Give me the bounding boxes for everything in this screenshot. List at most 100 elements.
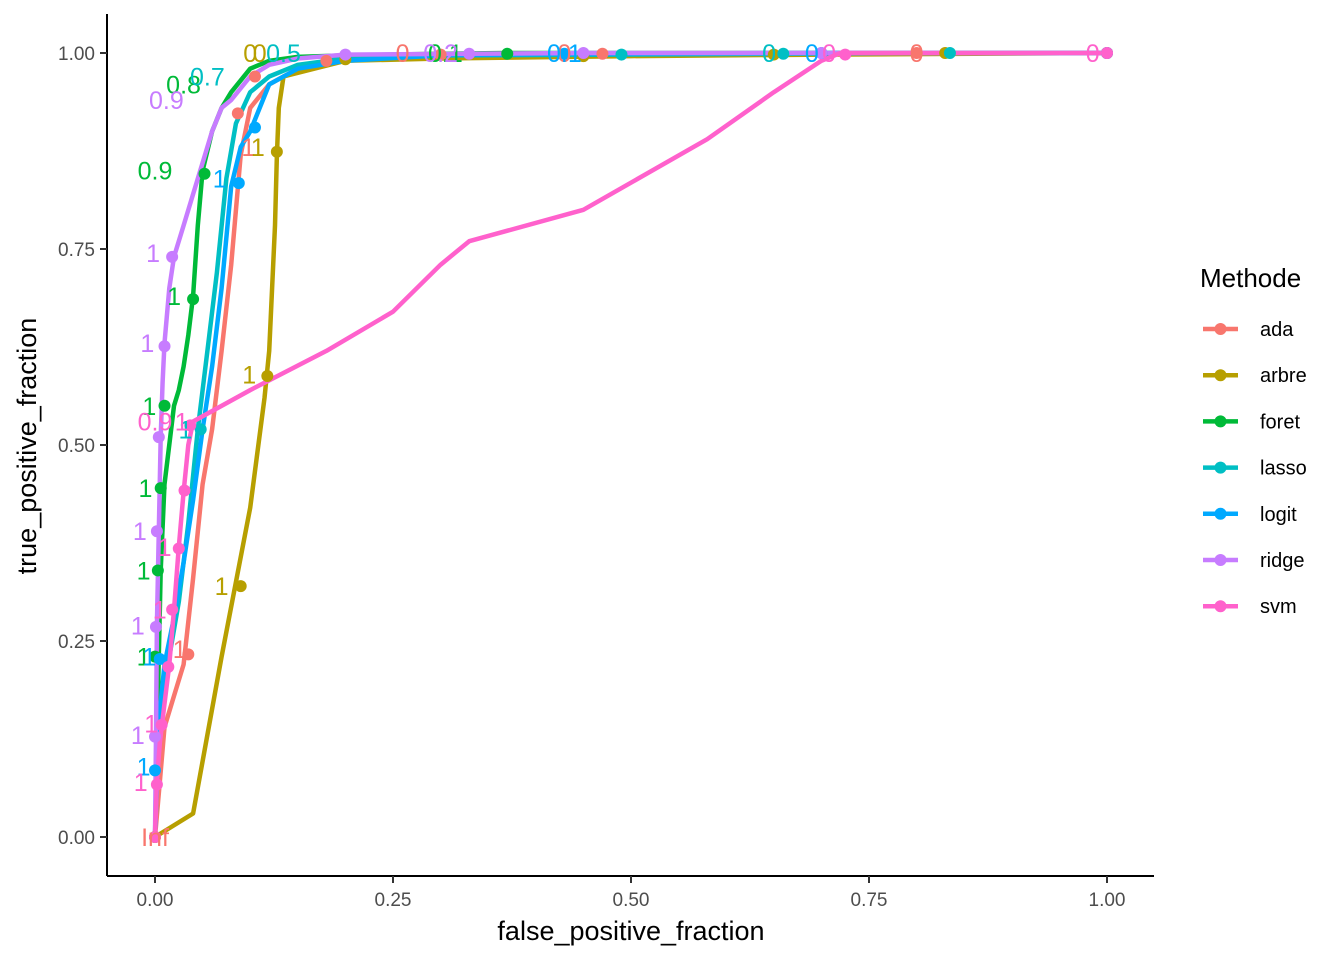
threshold-label-foret: 0.1 xyxy=(428,40,463,68)
threshold-label-ada: 1 xyxy=(241,134,255,162)
series-point-ridge xyxy=(150,525,163,538)
series-line-arbre xyxy=(152,50,1110,840)
series-line-svm xyxy=(152,50,1110,840)
x-tick-label: 1.00 xyxy=(1089,890,1126,911)
series-point-ada xyxy=(182,648,195,661)
series-point-logit xyxy=(153,653,166,666)
series-line-foret xyxy=(152,50,1110,840)
y-tick-label: 0.50 xyxy=(58,436,95,457)
threshold-label-ridge: 0.9 xyxy=(149,87,184,115)
y-tick-label: 0.25 xyxy=(58,632,95,653)
threshold-label-arbre: 1 xyxy=(215,573,229,601)
x-tick-label: 0.50 xyxy=(613,890,650,911)
series-point-logit xyxy=(558,47,571,60)
series-line-lasso xyxy=(152,50,1110,840)
series-point-lasso xyxy=(943,47,956,59)
series-point-svm xyxy=(166,603,179,616)
threshold-label-logit: 0 xyxy=(805,40,819,68)
x-tick-label: 0.25 xyxy=(375,890,412,911)
threshold-label-arbre: 1 xyxy=(242,361,256,389)
series-point-foret xyxy=(501,47,514,60)
x-axis-title: false_positive_fraction xyxy=(497,916,764,946)
legend-label-svm: svm xyxy=(1260,596,1297,618)
y-ticks: 0.00 0.25 0.50 0.75 1.00 xyxy=(58,44,107,849)
legend-key-point-ada xyxy=(1214,323,1227,335)
series-point-arbre xyxy=(234,580,247,593)
threshold-label-arbre: 0 xyxy=(253,40,267,68)
series-line-ada xyxy=(152,50,1110,840)
series-point-foret xyxy=(154,482,167,495)
series-point-svm xyxy=(184,419,197,432)
series-point-svm xyxy=(150,778,163,791)
threshold-label-logit: 1 xyxy=(142,644,156,672)
series-point-foret xyxy=(151,564,164,577)
legend-key-point-foret xyxy=(1214,415,1227,428)
legend-key-point-svm xyxy=(1214,600,1227,613)
threshold-label-svm: 0 xyxy=(822,40,836,68)
threshold-label-svm: 0.9 xyxy=(138,408,173,436)
series-point-svm xyxy=(172,542,185,555)
threshold-label-logit: 1 xyxy=(137,753,151,781)
y-axis-title: true_positive_fraction xyxy=(12,318,42,575)
threshold-label-svm: 1 xyxy=(158,534,172,562)
series-lines xyxy=(152,50,1110,840)
series-point-ridge xyxy=(463,47,476,60)
series-point-arbre xyxy=(767,48,780,61)
legend-label-foret: foret xyxy=(1260,411,1300,433)
y-tick-label: 1.00 xyxy=(58,44,95,65)
series-line-logit xyxy=(152,50,1110,840)
y-tick-label: 0.75 xyxy=(58,240,95,261)
threshold-label-ridge: 1 xyxy=(140,330,154,358)
series-point-lasso xyxy=(194,423,207,436)
series-point-ada xyxy=(910,47,923,59)
threshold-label-ridge: 1 xyxy=(146,240,160,268)
series-point-foret xyxy=(198,167,211,180)
threshold-label-ada: Inf xyxy=(141,824,169,852)
threshold-label-arbre: 0 xyxy=(243,40,257,68)
series-point-logit xyxy=(248,121,261,134)
threshold-label-foret: 0.9 xyxy=(138,158,173,186)
x-tick-label: 0.00 xyxy=(137,890,174,911)
legend: Methode ada arbre foret lasso logit ridge svm xyxy=(1200,263,1307,618)
legend-key-point-lasso xyxy=(1214,461,1227,474)
series-point-ridge xyxy=(577,47,590,59)
threshold-label-foret: 1 xyxy=(137,644,151,672)
threshold-label-logit: 0.1 xyxy=(547,40,582,68)
threshold-label-svm: 1 xyxy=(175,408,189,436)
threshold-label-foret: 1 xyxy=(139,475,153,503)
series-line-ridge xyxy=(152,50,1110,840)
series-point-logit xyxy=(149,764,161,777)
x-tick-label: 0.75 xyxy=(851,890,888,911)
threshold-label-foret: 1 xyxy=(137,557,151,585)
series-point-ridge xyxy=(166,250,179,263)
series-point-svm xyxy=(1101,47,1113,59)
series-point-arbre xyxy=(270,145,283,158)
series-point-arbre xyxy=(261,370,274,383)
threshold-label-ada: 0 xyxy=(557,40,571,68)
series-point-ada xyxy=(320,54,333,67)
legend-label-ridge: ridge xyxy=(1260,550,1304,572)
legend-items: ada arbre foret lasso logit ridge svm xyxy=(1203,319,1307,618)
series-point-lasso xyxy=(777,47,790,60)
series-point-ridge xyxy=(158,340,171,353)
series-point-ada xyxy=(434,48,447,61)
series-point-lasso xyxy=(615,48,628,61)
threshold-label-ridge: 1 xyxy=(131,722,145,750)
series-point-ridge xyxy=(152,431,165,444)
legend-key-point-ridge xyxy=(1214,554,1227,566)
threshold-label-svm: 1 xyxy=(153,597,167,625)
series-point-ada xyxy=(596,47,609,60)
series-point-ada xyxy=(248,70,261,83)
threshold-label-svm: 1 xyxy=(134,769,148,797)
threshold-label-ada: 0 xyxy=(396,40,410,68)
threshold-label-arbre: 1 xyxy=(251,134,265,162)
threshold-label-foret: 1 xyxy=(142,393,156,421)
threshold-label-lasso: 0.7 xyxy=(190,64,225,92)
threshold-label-ridge: 0.2 xyxy=(423,40,458,68)
series-points xyxy=(149,47,1113,843)
threshold-label-lasso: 1 xyxy=(179,416,193,444)
series-point-svm xyxy=(155,718,168,731)
